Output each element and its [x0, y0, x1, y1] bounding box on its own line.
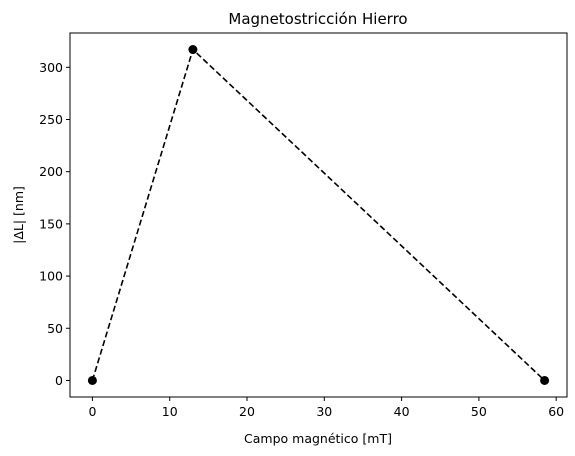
plot-frame	[69, 32, 568, 398]
x-axis: 0 10 20 30 40 50 60	[88, 397, 564, 419]
x-tick-label: 30	[316, 404, 332, 419]
series-line	[91, 48, 546, 382]
data-point	[540, 375, 550, 385]
y-tick-label: 300	[39, 60, 63, 75]
y-axis: 0 50 100 150 200 250 300	[39, 60, 70, 388]
x-tick-label: 0	[88, 404, 96, 419]
y-tick-label: 50	[47, 321, 63, 336]
x-tick-label: 40	[394, 404, 410, 419]
y-tick-label: 250	[39, 112, 63, 127]
data-point	[87, 375, 97, 385]
plot-layer	[87, 45, 550, 385]
y-tick-label: 150	[39, 216, 63, 231]
y-tick-label: 100	[39, 269, 63, 284]
x-axis-label: Campo magnético [mT]	[244, 431, 392, 446]
y-tick-label: 0	[55, 373, 63, 388]
x-tick-label: 20	[239, 404, 255, 419]
x-tick-label: 50	[471, 404, 487, 419]
chart-title: Magnetostricción Hierro	[228, 10, 407, 28]
x-tick-label: 10	[162, 404, 178, 419]
x-tick-label: 60	[548, 404, 564, 419]
data-point	[188, 45, 198, 55]
y-tick-label: 200	[39, 164, 63, 179]
y-axis-label: |ΔL| [nm]	[11, 186, 26, 244]
